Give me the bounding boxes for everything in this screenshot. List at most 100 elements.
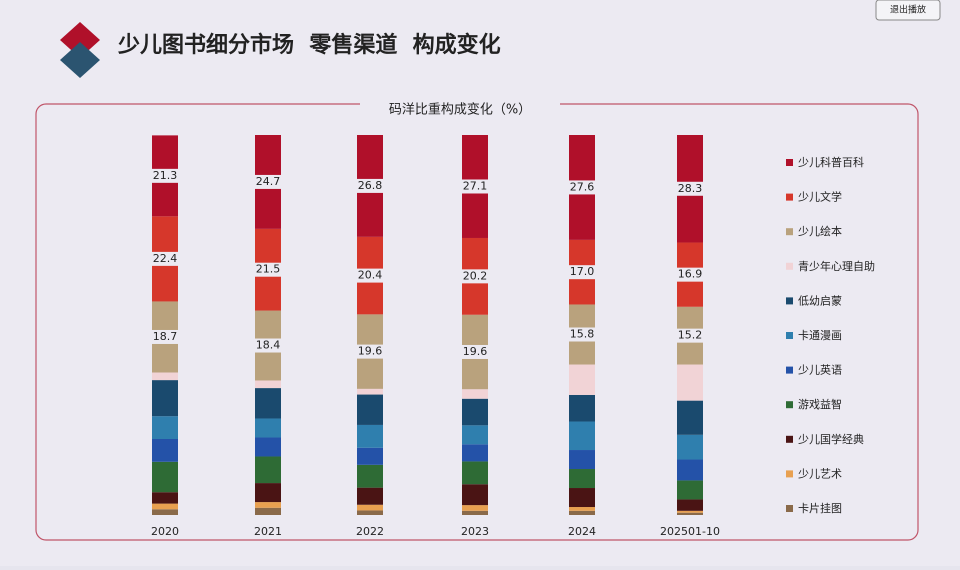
value-label: 28.3 [678, 182, 703, 195]
legend-label: 少儿艺术 [798, 467, 842, 480]
bar-segment [255, 502, 281, 508]
legend-swatch [786, 159, 793, 166]
bar-segment [569, 469, 595, 489]
bar-segment [569, 364, 595, 395]
x-tick-label: 2022 [356, 525, 384, 538]
bar-segment [357, 487, 383, 505]
legend-label: 游戏益智 [798, 397, 842, 411]
bar-segment [357, 388, 383, 395]
value-label-bg [353, 268, 387, 283]
bar-segment [357, 394, 383, 425]
bar-segment [462, 505, 488, 511]
bar-segment [569, 488, 595, 508]
bar-segment [357, 464, 383, 488]
bar-segment [152, 492, 178, 504]
bar-segment [462, 398, 488, 426]
value-label: 15.8 [570, 328, 595, 341]
bar-segment [462, 425, 488, 445]
legend-swatch [786, 505, 793, 512]
value-label: 21.3 [153, 169, 178, 182]
legend-label: 少儿科普百科 [798, 155, 864, 169]
value-label-bg [565, 180, 599, 195]
value-label-bg [148, 168, 182, 183]
bar-segment [677, 480, 703, 500]
legend-swatch [786, 262, 793, 270]
bar-segment [152, 380, 178, 417]
value-label-bg [251, 262, 285, 277]
bar-segment [152, 439, 178, 462]
bar-segment [569, 394, 595, 422]
value-label-bg [458, 269, 492, 284]
value-label: 18.7 [153, 330, 178, 343]
exit-button[interactable] [875, 0, 941, 21]
bar-segment [152, 416, 178, 439]
legend-label: 青少年心理自助 [798, 259, 875, 273]
legend-swatch [786, 297, 793, 305]
bar-segment [569, 507, 595, 511]
bar-segment [255, 380, 281, 389]
value-label: 22.4 [153, 252, 178, 265]
value-label-bg [673, 328, 707, 343]
slide-title: 少儿图书细分市场 零售渠道 构成变化 [117, 32, 501, 58]
bar-segment [357, 510, 383, 515]
chart-title-bg [360, 98, 560, 112]
value-label: 16.9 [678, 268, 703, 281]
bar-segment [152, 503, 178, 510]
value-label: 19.6 [463, 345, 488, 358]
chart-title: 码洋比重构成变化（%） [389, 102, 531, 118]
legend-swatch [786, 193, 793, 201]
bar-segment [255, 418, 281, 438]
x-tick-label: 2021 [254, 525, 282, 538]
bar-segment [462, 461, 488, 485]
logo-blue [60, 42, 100, 78]
x-tick-label: 2023 [461, 525, 489, 538]
bar-segment [255, 483, 281, 503]
bar-segment [462, 389, 488, 399]
value-label: 19.6 [358, 345, 383, 358]
bar-segment [462, 484, 488, 506]
value-label: 21.5 [256, 263, 281, 276]
x-tick-label: 2024 [568, 525, 596, 538]
bar-segment [357, 424, 383, 448]
bar-segment [677, 459, 703, 481]
x-tick-label: 2020 [151, 525, 179, 538]
legend-label: 低幼启蒙 [798, 294, 842, 307]
value-label-bg [148, 329, 182, 344]
legend-label: 卡片挂图 [798, 501, 842, 515]
bar-segment [357, 504, 383, 511]
exit-button-label[interactable]: 退出播放 [890, 4, 926, 16]
bar-segment [152, 461, 178, 493]
legend-swatch [786, 332, 793, 339]
value-label: 24.7 [256, 175, 281, 188]
value-label-bg [458, 179, 492, 194]
value-label: 20.4 [358, 269, 383, 282]
bar-segment [462, 444, 488, 462]
legend-label: 少儿绘本 [798, 224, 842, 238]
value-label: 15.2 [678, 329, 703, 342]
value-label: 27.1 [463, 179, 488, 192]
bar-segment [677, 510, 703, 513]
value-label: 18.4 [256, 339, 281, 352]
value-label: 26.8 [358, 179, 383, 192]
value-label-bg [565, 265, 599, 280]
value-label: 27.6 [570, 180, 595, 193]
value-label-bg [673, 267, 707, 282]
bar-segment [152, 372, 178, 381]
legend-swatch [786, 401, 793, 409]
logo-red [60, 22, 100, 58]
legend-label: 少儿英语 [798, 363, 842, 377]
value-label-bg [251, 174, 285, 189]
value-label: 20.2 [463, 269, 488, 282]
value-label-bg [458, 344, 492, 359]
legend-swatch [786, 435, 793, 443]
bar-segment [255, 456, 281, 484]
bar-segment [462, 510, 488, 515]
bar-segment [569, 450, 595, 470]
value-label-bg [251, 338, 285, 353]
value-label-bg [673, 181, 707, 196]
legend-label: 少儿文学 [798, 190, 842, 204]
bar-segment [255, 437, 281, 457]
bar-segment [677, 512, 703, 515]
